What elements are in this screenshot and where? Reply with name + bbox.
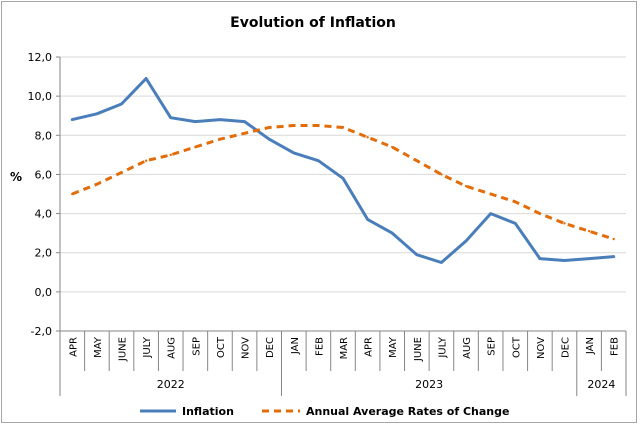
data-point bbox=[243, 120, 246, 123]
data-point bbox=[366, 218, 369, 221]
grid-layer bbox=[60, 56, 626, 332]
data-point bbox=[194, 145, 197, 149]
x-tick-label: SEP bbox=[191, 337, 202, 356]
data-point bbox=[71, 118, 74, 121]
legend-label-annual-average: Annual Average Rates of Change bbox=[306, 405, 509, 418]
legend-label-inflation: Inflation bbox=[182, 405, 234, 418]
data-point bbox=[464, 184, 468, 188]
y-tick-label: 10,0 bbox=[28, 90, 53, 103]
data-point bbox=[415, 159, 419, 162]
x-tick-label: OCT bbox=[511, 336, 522, 358]
data-point bbox=[120, 171, 123, 174]
data-point bbox=[587, 229, 591, 233]
label-layer: -2,0 0,0 2,0 4,0 6,0 8,0 10,0 12,0 APR MAY JUNE JUL… bbox=[28, 51, 621, 391]
data-point bbox=[169, 153, 172, 157]
year-label: 2024 bbox=[587, 378, 615, 391]
data-point bbox=[538, 257, 542, 260]
data-point bbox=[464, 239, 468, 243]
x-tick-label: NOV bbox=[536, 337, 547, 359]
legend: Inflation Annual Average Rates of Change bbox=[140, 405, 509, 418]
y-tick-label: 0,0 bbox=[35, 286, 53, 299]
data-point bbox=[317, 159, 320, 162]
x-tick-label: APR bbox=[68, 337, 79, 357]
data-point bbox=[144, 77, 148, 80]
series-line-annual-average bbox=[71, 124, 615, 241]
data-point bbox=[538, 212, 542, 215]
data-point bbox=[169, 116, 172, 119]
x-tick-label: MAR bbox=[339, 337, 350, 359]
year-label: 2023 bbox=[415, 378, 443, 391]
data-point bbox=[341, 126, 345, 129]
data-point bbox=[267, 138, 271, 141]
y-tick-label: 6,0 bbox=[35, 168, 53, 181]
y-tick-label: -2,0 bbox=[31, 325, 52, 338]
data-point bbox=[440, 261, 443, 264]
x-tick-label: DEC bbox=[265, 337, 276, 358]
data-point bbox=[95, 183, 99, 186]
x-tick-label: APR bbox=[364, 337, 375, 357]
axis-layer bbox=[56, 56, 627, 396]
y-tick-label: 8,0 bbox=[35, 129, 53, 142]
x-tick-label: MAY bbox=[93, 336, 104, 358]
data-point bbox=[415, 253, 419, 256]
data-point bbox=[587, 257, 591, 260]
series-layer bbox=[70, 77, 616, 264]
data-point bbox=[563, 222, 566, 225]
y-tick-label: 4,0 bbox=[35, 208, 53, 221]
data-point bbox=[292, 151, 295, 155]
data-point bbox=[440, 173, 443, 176]
data-point bbox=[391, 145, 394, 149]
data-point bbox=[218, 138, 222, 141]
data-point bbox=[267, 126, 271, 129]
data-point bbox=[489, 212, 492, 215]
chart-title: Evolution of Inflation bbox=[230, 15, 396, 31]
x-tick-label: DEC bbox=[560, 337, 571, 358]
x-tick-label: MAY bbox=[388, 336, 399, 358]
data-point bbox=[612, 255, 615, 258]
data-point bbox=[71, 192, 74, 196]
data-point bbox=[391, 231, 394, 235]
data-point bbox=[366, 136, 369, 139]
y-tick-label: 12,0 bbox=[28, 51, 53, 64]
x-tick-label: NOV bbox=[241, 337, 252, 359]
x-tick-label: OCT bbox=[216, 336, 227, 358]
x-tick-label: JULY bbox=[142, 336, 153, 359]
x-tick-label: AUG bbox=[167, 337, 178, 359]
data-point bbox=[218, 118, 222, 121]
x-tick-label: JUNE bbox=[118, 337, 129, 362]
data-point bbox=[514, 222, 517, 225]
x-tick-label: FEB bbox=[610, 337, 621, 356]
x-tick-label: SEP bbox=[487, 337, 498, 356]
data-point bbox=[489, 192, 492, 196]
x-tick-label: JAN bbox=[290, 337, 301, 355]
x-tick-label: JULY bbox=[437, 336, 448, 359]
data-point bbox=[612, 237, 615, 241]
data-point bbox=[292, 124, 295, 127]
x-tick-label: JUNE bbox=[413, 337, 424, 362]
y-axis-label: % bbox=[10, 170, 22, 184]
data-point bbox=[563, 259, 566, 262]
year-label: 2022 bbox=[157, 378, 185, 391]
x-tick-label: FEB bbox=[314, 337, 325, 356]
data-point bbox=[341, 177, 345, 180]
data-point bbox=[95, 112, 99, 115]
x-tick-label: AUG bbox=[462, 337, 473, 359]
y-tick-label: 2,0 bbox=[35, 247, 53, 260]
series-line-inflation bbox=[70, 77, 616, 264]
data-point bbox=[317, 124, 320, 127]
x-tick-label: JAN bbox=[585, 337, 596, 355]
data-point bbox=[514, 200, 517, 204]
data-point bbox=[120, 102, 123, 106]
data-point bbox=[144, 159, 148, 162]
data-point bbox=[243, 132, 246, 135]
data-point bbox=[194, 120, 197, 123]
